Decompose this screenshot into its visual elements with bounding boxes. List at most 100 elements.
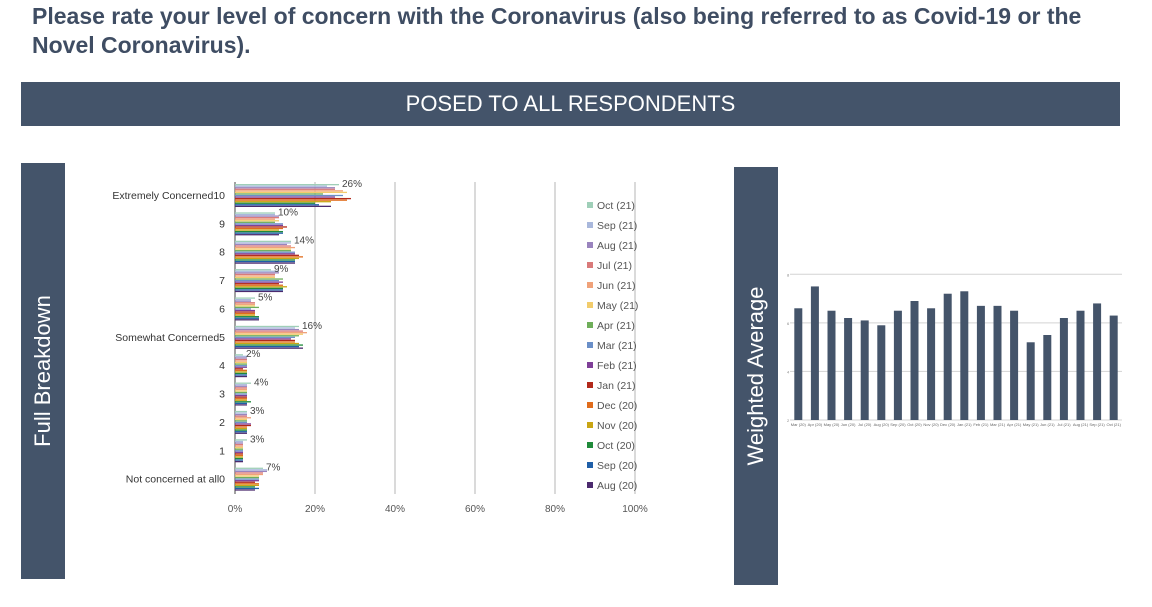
legend-swatch bbox=[587, 382, 593, 388]
x-tick-label: Jul (20) bbox=[858, 422, 872, 427]
bar bbox=[1026, 342, 1035, 420]
bar bbox=[235, 309, 255, 312]
bar bbox=[235, 273, 275, 276]
bar bbox=[235, 355, 247, 358]
x-tick-label: May (20) bbox=[824, 422, 840, 427]
bar bbox=[235, 289, 283, 291]
bar bbox=[235, 300, 251, 302]
bar bbox=[235, 450, 243, 452]
bar bbox=[235, 330, 303, 332]
bar bbox=[235, 440, 243, 443]
x-tick-label: Apr (20) bbox=[808, 422, 823, 427]
bar bbox=[235, 442, 243, 444]
bar bbox=[235, 427, 247, 430]
data-label: 2% bbox=[246, 349, 261, 360]
bar bbox=[235, 194, 343, 197]
bar bbox=[235, 299, 251, 301]
bar bbox=[235, 215, 279, 217]
bar bbox=[235, 391, 247, 394]
x-tick-label: Mar (21) bbox=[990, 422, 1006, 427]
bar bbox=[235, 328, 299, 331]
question-title: Please rate your level of concern with t… bbox=[32, 3, 1082, 58]
bar bbox=[235, 290, 283, 293]
legend-entry: Mar (21) bbox=[597, 340, 637, 352]
bar bbox=[235, 341, 295, 343]
x-tick-label: Feb (21) bbox=[973, 422, 989, 427]
bar bbox=[893, 310, 902, 420]
bar bbox=[943, 293, 952, 420]
bar bbox=[235, 223, 283, 225]
bar bbox=[235, 347, 303, 349]
bar bbox=[235, 305, 255, 307]
legend-swatch bbox=[587, 422, 593, 428]
bar bbox=[235, 396, 247, 398]
bar bbox=[235, 421, 247, 424]
bar bbox=[235, 473, 263, 476]
bar bbox=[235, 487, 259, 490]
bar bbox=[235, 402, 247, 404]
x-tick-label: Apr (21) bbox=[1007, 422, 1022, 427]
bar bbox=[235, 382, 251, 384]
bar bbox=[235, 188, 335, 190]
bar bbox=[235, 404, 247, 406]
x-tick-label: May (21) bbox=[1023, 422, 1039, 427]
bar bbox=[235, 193, 323, 195]
bar bbox=[235, 478, 259, 480]
data-label: 9% bbox=[274, 264, 289, 275]
category-label: 1 bbox=[219, 445, 225, 457]
legend-swatch bbox=[587, 322, 593, 328]
x-tick-label: Jun (20) bbox=[841, 422, 856, 427]
category-label: Extremely Concerned10 bbox=[112, 190, 225, 202]
bar bbox=[235, 424, 251, 427]
bar bbox=[235, 217, 279, 219]
x-tick-label: 60% bbox=[465, 504, 485, 515]
bar bbox=[235, 259, 295, 261]
bar bbox=[235, 447, 243, 449]
legend-swatch bbox=[587, 262, 593, 268]
bar bbox=[235, 197, 351, 200]
bar bbox=[235, 270, 279, 272]
bar bbox=[235, 375, 247, 378]
bar bbox=[235, 374, 247, 376]
x-tick-label: Aug (20) bbox=[874, 422, 890, 427]
bar bbox=[235, 390, 247, 392]
legend-entry: Apr (21) bbox=[597, 320, 635, 332]
bar bbox=[235, 314, 255, 316]
bar bbox=[235, 333, 303, 335]
data-label: 10% bbox=[278, 207, 298, 218]
legend-swatch bbox=[587, 222, 593, 228]
legend-entry: Oct (21) bbox=[597, 200, 635, 212]
bar bbox=[235, 204, 319, 206]
legend-swatch bbox=[587, 202, 593, 208]
bar bbox=[960, 291, 969, 420]
bar bbox=[235, 201, 331, 203]
legend-entry: Sep (20) bbox=[597, 460, 637, 472]
bar bbox=[235, 251, 295, 253]
bar bbox=[810, 286, 819, 420]
x-tick-label: Oct (20) bbox=[907, 422, 922, 427]
x-tick-label: Mar (20) bbox=[791, 422, 807, 427]
bar bbox=[235, 460, 243, 463]
bar bbox=[235, 230, 283, 233]
bar bbox=[235, 284, 283, 286]
bar bbox=[1043, 335, 1052, 420]
bar bbox=[235, 357, 247, 359]
bar bbox=[235, 423, 251, 425]
bar bbox=[235, 272, 279, 274]
bar bbox=[235, 260, 295, 263]
data-label: 4% bbox=[254, 378, 269, 389]
bar bbox=[235, 316, 259, 318]
bar bbox=[235, 354, 243, 356]
legend-entry: Aug (20) bbox=[597, 480, 637, 492]
bar bbox=[844, 318, 853, 420]
bar bbox=[235, 443, 243, 446]
x-tick-label: 20% bbox=[305, 504, 325, 515]
bar bbox=[235, 213, 275, 216]
legend-entry: Nov (20) bbox=[597, 420, 637, 432]
bar bbox=[235, 388, 247, 391]
bar bbox=[235, 335, 299, 337]
bar bbox=[235, 432, 247, 434]
bar bbox=[976, 305, 985, 420]
bar bbox=[235, 384, 247, 386]
bar bbox=[235, 394, 247, 397]
